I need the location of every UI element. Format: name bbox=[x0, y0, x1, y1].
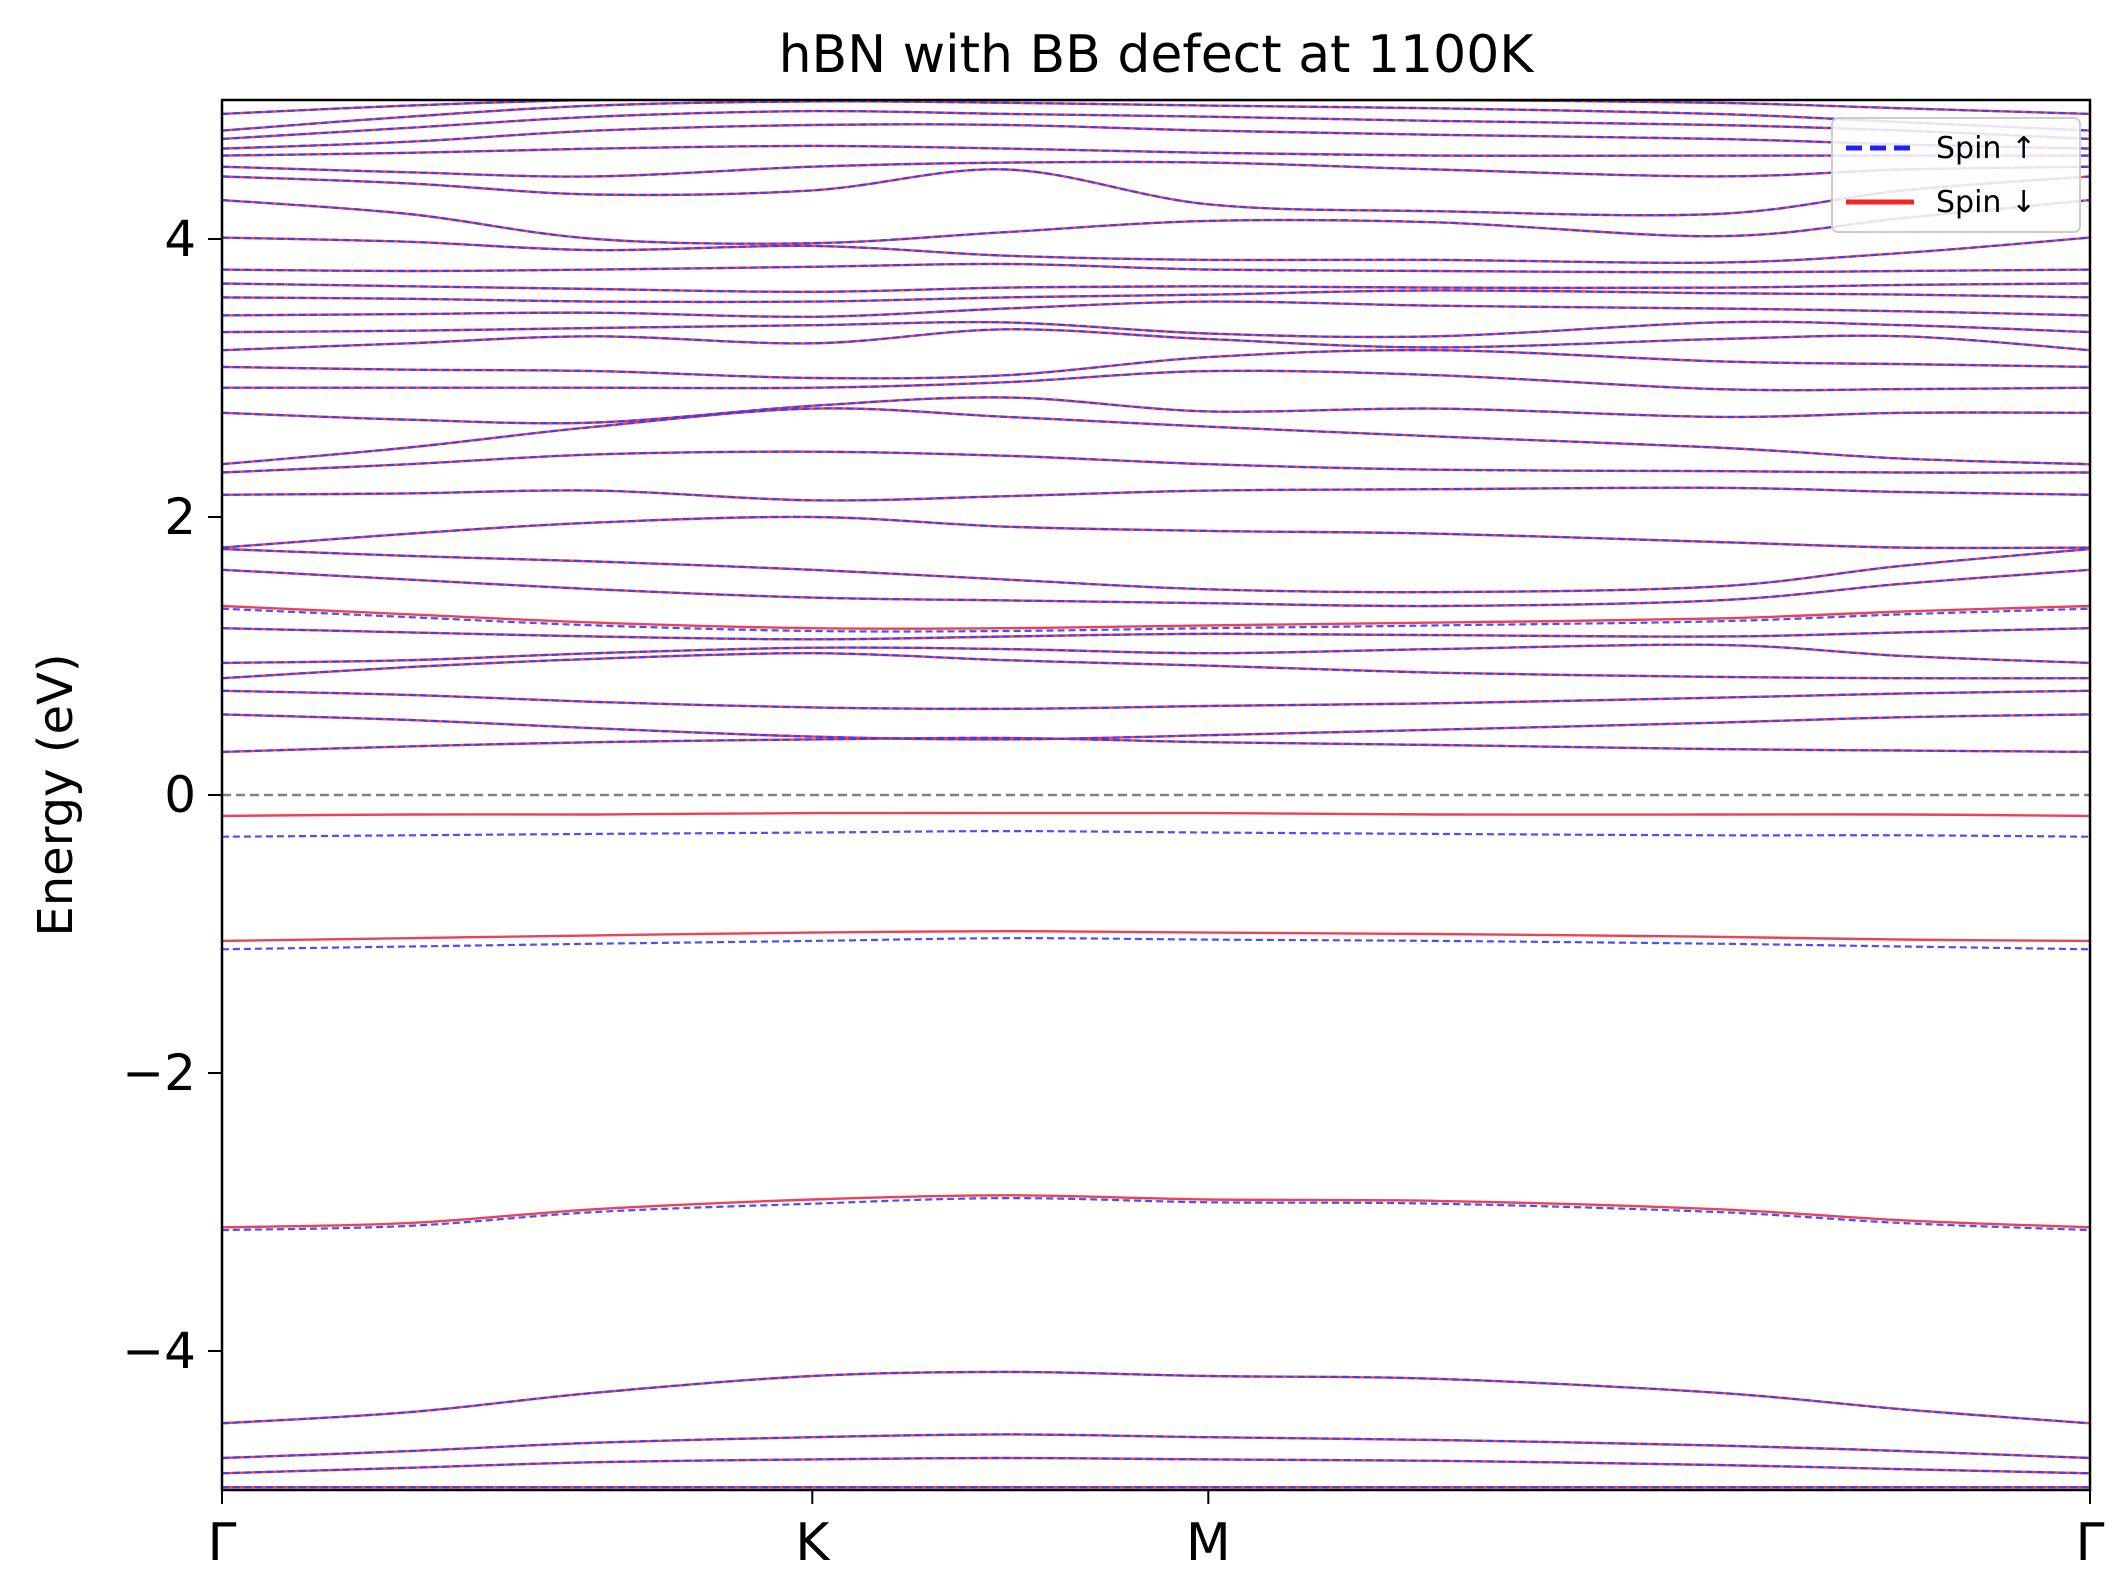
spin-up-band-9 bbox=[222, 689, 2090, 710]
spin-up-band-37 bbox=[222, 100, 2090, 115]
y-axis-ticks: −4 −2 0 2 4 bbox=[122, 210, 222, 1380]
x-tick-label: K bbox=[795, 1513, 831, 1573]
y-tick-label: 4 bbox=[164, 210, 196, 268]
y-tick-label: 0 bbox=[164, 766, 196, 824]
spin-up-band-27 bbox=[222, 282, 2090, 293]
spin-down-band-15 bbox=[222, 547, 2090, 594]
x-tick-label: M bbox=[1186, 1513, 1231, 1573]
spin-up-band-16 bbox=[222, 515, 2090, 550]
spin-down-band-6 bbox=[222, 811, 2090, 818]
x-tick-label: Γ bbox=[208, 1513, 237, 1573]
spin-up-band-25 bbox=[222, 300, 2090, 318]
spin-down-band-22 bbox=[222, 348, 2090, 380]
spin-down-band-5 bbox=[222, 929, 2090, 943]
y-axis-label: Energy (eV) bbox=[28, 653, 84, 936]
spin-down-band-23 bbox=[222, 328, 2090, 352]
spin-up-band-23 bbox=[222, 328, 2090, 352]
y-tick-label: −4 bbox=[122, 1322, 196, 1380]
legend-label: Spin ↓ bbox=[1936, 185, 2036, 220]
spin-up-band-11 bbox=[222, 643, 2090, 664]
spin-up-band-18 bbox=[222, 450, 2090, 474]
legend-label: Spin ↑ bbox=[1936, 131, 2036, 166]
spin-down-band-16 bbox=[222, 515, 2090, 550]
spin-up-band-12 bbox=[222, 627, 2090, 641]
spin-down-band-4 bbox=[222, 1194, 2090, 1229]
spin-up-band-29 bbox=[222, 236, 2090, 264]
spin-up-band-26 bbox=[222, 289, 2090, 304]
spin-up-band-28 bbox=[222, 262, 2090, 274]
spin-down-band-8 bbox=[222, 713, 2090, 741]
spin-down-band-9 bbox=[222, 689, 2090, 711]
spin-up-band-32 bbox=[222, 160, 2090, 178]
x-tick-label: Γ bbox=[2076, 1513, 2105, 1573]
spin-up-band-5 bbox=[222, 937, 2090, 951]
spin-up-band-3 bbox=[222, 1370, 2090, 1425]
spin-down-band-35 bbox=[222, 109, 2090, 141]
spin-up-band-34 bbox=[222, 123, 2090, 150]
spin-up-band-7 bbox=[222, 736, 2090, 753]
spin-down-band-11 bbox=[222, 643, 2090, 665]
spin-up-band-17 bbox=[222, 486, 2090, 502]
spin-up-band-4 bbox=[222, 1196, 2090, 1232]
spin-up-band-14 bbox=[222, 568, 2090, 608]
spin-down-band-3 bbox=[222, 1370, 2090, 1425]
spin-up-band-30 bbox=[222, 199, 2090, 245]
spin-up-band-31 bbox=[222, 168, 2090, 217]
spin-up-band-21 bbox=[222, 369, 2090, 392]
plot-area bbox=[222, 100, 2090, 1489]
spin-up-band-20 bbox=[222, 396, 2090, 425]
spin-up-band-36 bbox=[222, 100, 2090, 132]
spin-down-band-13 bbox=[222, 604, 2090, 630]
spin-up-band-8 bbox=[222, 713, 2090, 741]
spin-up-band-13 bbox=[222, 607, 2090, 633]
spin-up-band-35 bbox=[222, 109, 2090, 140]
spin-up-band-19 bbox=[222, 407, 2090, 466]
spin-up-band-24 bbox=[222, 320, 2090, 339]
spin-up-band-1 bbox=[222, 1456, 2090, 1475]
legend: Spin ↑ Spin ↓ bbox=[1831, 117, 2081, 233]
spin-up-band-33 bbox=[222, 144, 2090, 157]
chart-title: hBN with BB defect at 1100K bbox=[779, 25, 1536, 85]
spin-down-band-18 bbox=[222, 450, 2090, 474]
y-tick-label: −2 bbox=[122, 1044, 196, 1102]
spin-down-band-20 bbox=[222, 396, 2090, 425]
spin-up-band-10 bbox=[222, 652, 2090, 680]
y-tick-label: 2 bbox=[164, 488, 196, 546]
spin-up-band-2 bbox=[222, 1433, 2090, 1460]
spin-up-band-6 bbox=[222, 829, 2090, 838]
